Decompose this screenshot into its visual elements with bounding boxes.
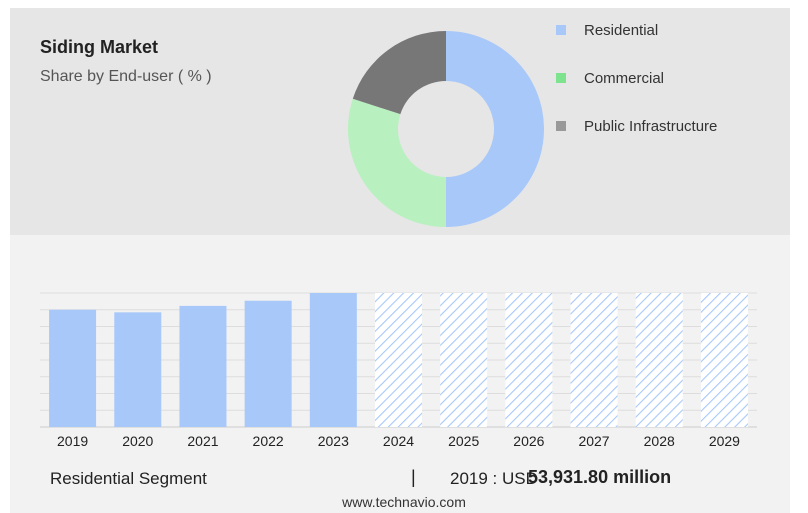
footer-separator: | <box>411 467 416 487</box>
segment-label: Residential Segment <box>50 469 207 488</box>
x-tick-label-2028: 2028 <box>644 433 675 449</box>
bar-2023 <box>309 293 357 427</box>
bar-2021 <box>179 305 227 427</box>
legend-item-commercial: Commercial <box>556 68 717 88</box>
donut-chart <box>348 31 544 227</box>
bar-2029 <box>700 293 748 427</box>
footer-value: 53,931.80 million <box>528 467 672 487</box>
bar-2024 <box>375 293 422 427</box>
x-tick-label-2026: 2026 <box>513 433 544 449</box>
donut-slice-public-infrastructure <box>352 31 446 115</box>
footer-year-label: 2019 : USD <box>450 469 538 488</box>
chart-subtitle: Share by End-user ( % ) <box>40 68 212 85</box>
bar-2022 <box>244 300 292 427</box>
chart-title: Siding Market <box>40 37 159 57</box>
donut-slice-commercial <box>348 98 446 227</box>
x-tick-label-2019: 2019 <box>57 433 88 449</box>
bar-2025 <box>440 293 488 427</box>
legend-label-public-infrastructure: Public Infrastructure <box>584 117 718 135</box>
x-tick-label-2022: 2022 <box>253 433 284 449</box>
bar-2028 <box>635 293 683 427</box>
x-tick-label-2020: 2020 <box>122 433 153 449</box>
legend-item-residential: Residential <box>556 20 717 40</box>
bar-2019 <box>49 309 97 427</box>
website-link[interactable]: www.technavio.com <box>342 494 466 510</box>
x-tick-label-2025: 2025 <box>448 433 479 449</box>
donut-slice-residential <box>446 31 544 227</box>
legend-swatch-residential <box>556 25 566 35</box>
x-tick-label-2021: 2021 <box>187 433 218 449</box>
bar-chart: 2019 2020 2021 2022 2023 2024 2025 2026 2027 2028… <box>40 292 757 449</box>
bar-2020 <box>114 312 162 427</box>
bar-2026 <box>505 293 553 427</box>
legend-label-commercial: Commercial <box>584 69 665 87</box>
legend-swatch-public-infrastructure <box>556 121 566 131</box>
x-tick-label-2023: 2023 <box>318 433 349 449</box>
legend-swatch-commercial <box>556 73 566 83</box>
legend-item-public-infrastructure: Public Infrastructure <box>556 116 717 136</box>
x-tick-label-2024: 2024 <box>383 433 414 449</box>
x-tick-label-2029: 2029 <box>709 433 740 449</box>
legend: Residential Commercial Public Infrastruc… <box>556 20 717 164</box>
bar-2027 <box>570 293 618 427</box>
x-tick-label-2027: 2027 <box>578 433 609 449</box>
legend-label-residential: Residential <box>584 21 659 39</box>
